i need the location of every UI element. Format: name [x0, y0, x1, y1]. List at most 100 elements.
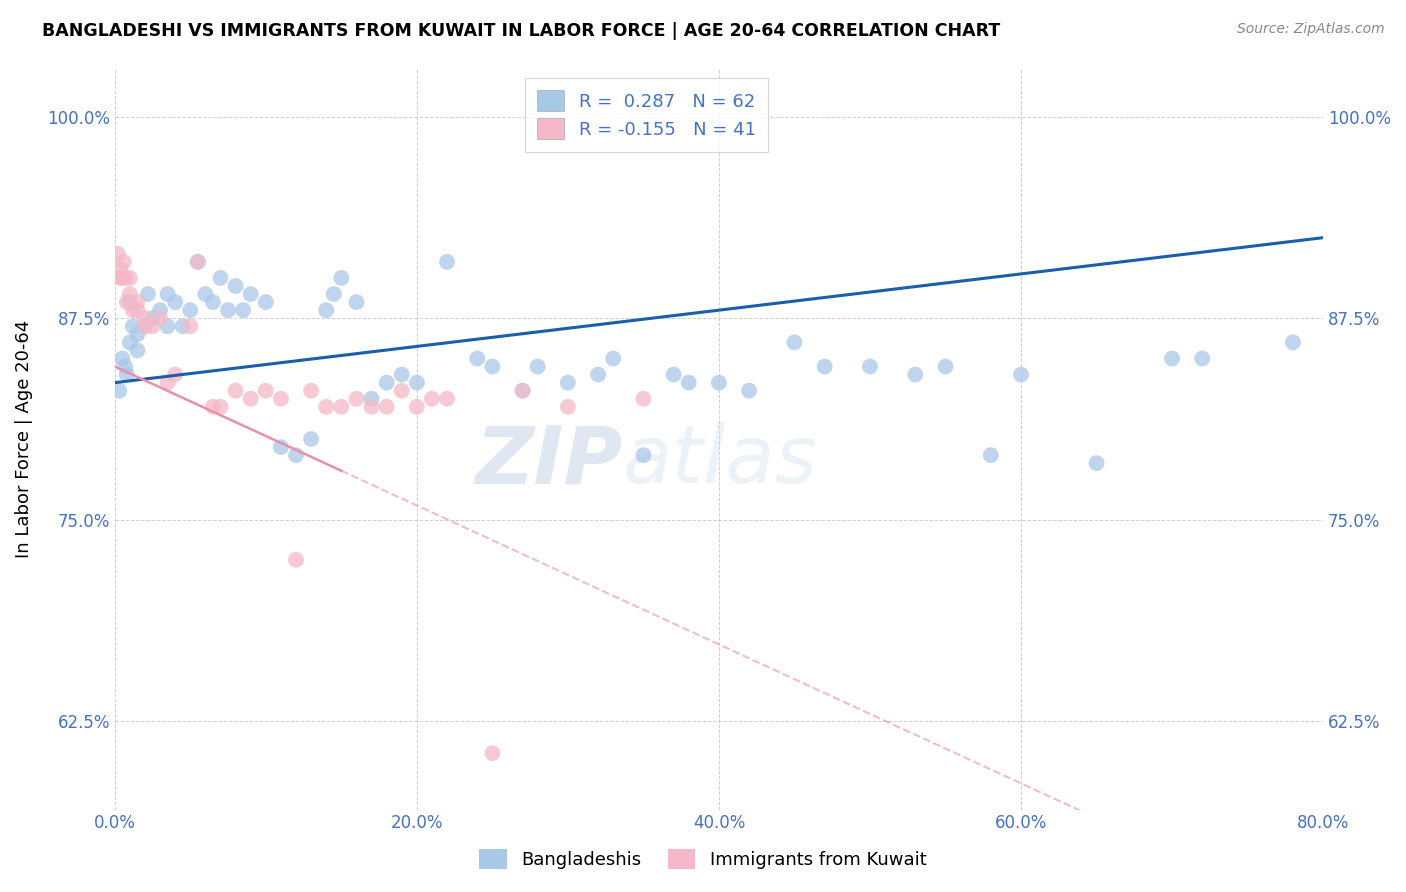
Point [209, 400, 232, 414]
Point [225, 384, 247, 398]
Point [239, 392, 262, 406]
Point [254, 295, 277, 310]
Point [285, 553, 308, 567]
Point [127, 343, 149, 358]
Point [375, 376, 398, 390]
Point [112, 255, 135, 269]
Point [141, 311, 163, 326]
Point [136, 287, 159, 301]
Point [375, 400, 398, 414]
Y-axis label: In Labor Force | Age 20-64: In Labor Force | Age 20-64 [15, 320, 32, 558]
Point [512, 384, 534, 398]
Point [270, 440, 292, 454]
Point [149, 311, 172, 326]
Text: atlas: atlas [623, 422, 817, 500]
Point [118, 335, 141, 350]
Point [134, 319, 156, 334]
Text: BANGLADESHI VS IMMIGRANTS FROM KUWAIT IN LABOR FORCE | AGE 20-64 CORRELATION CHA: BANGLADESHI VS IMMIGRANTS FROM KUWAIT IN… [42, 22, 1001, 40]
Point [678, 376, 700, 390]
Point [1161, 351, 1184, 366]
Point [179, 303, 201, 318]
Point [330, 271, 353, 285]
Point [391, 384, 413, 398]
Point [127, 327, 149, 342]
Point [405, 400, 427, 414]
Point [602, 351, 624, 366]
Point [201, 295, 224, 310]
Point [194, 287, 217, 301]
Point [1085, 456, 1108, 470]
Point [134, 311, 156, 326]
Point [115, 368, 138, 382]
Point [165, 295, 187, 310]
Point [346, 392, 368, 406]
Point [738, 384, 761, 398]
Point [111, 271, 134, 285]
Point [783, 335, 806, 350]
Point [1010, 368, 1032, 382]
Point [127, 303, 149, 318]
Point [481, 359, 503, 374]
Point [391, 368, 413, 382]
Point [436, 392, 458, 406]
Point [859, 359, 882, 374]
Point [134, 319, 156, 334]
Point [225, 279, 247, 293]
Point [512, 384, 534, 398]
Point [108, 271, 131, 285]
Point [187, 255, 209, 269]
Point [707, 376, 730, 390]
Point [110, 263, 132, 277]
Point [232, 303, 254, 318]
Text: ZIP: ZIP [475, 422, 623, 500]
Point [201, 400, 224, 414]
Point [904, 368, 927, 382]
Point [270, 392, 292, 406]
Point [481, 746, 503, 760]
Point [118, 295, 141, 310]
Point [633, 392, 655, 406]
Point [239, 287, 262, 301]
Point [662, 368, 685, 382]
Point [405, 376, 427, 390]
Point [322, 287, 344, 301]
Point [360, 400, 382, 414]
Point [934, 359, 956, 374]
Point [980, 448, 1002, 462]
Point [156, 287, 179, 301]
Point [118, 287, 141, 301]
Point [285, 448, 308, 462]
Point [122, 303, 145, 318]
Point [115, 295, 138, 310]
Point [299, 432, 322, 446]
Point [217, 303, 239, 318]
Point [254, 384, 277, 398]
Point [557, 376, 579, 390]
Legend: R =  0.287   N = 62, R = -0.155   N = 41: R = 0.287 N = 62, R = -0.155 N = 41 [524, 78, 768, 152]
Point [149, 303, 172, 318]
Point [108, 384, 131, 398]
Point [165, 368, 187, 382]
Text: Source: ZipAtlas.com: Source: ZipAtlas.com [1237, 22, 1385, 37]
Point [127, 295, 149, 310]
Point [315, 303, 337, 318]
Point [179, 319, 201, 334]
Point [107, 247, 129, 261]
Point [299, 384, 322, 398]
Point [436, 255, 458, 269]
Point [557, 400, 579, 414]
Point [633, 448, 655, 462]
Point [156, 376, 179, 390]
Point [1282, 335, 1305, 350]
Point [330, 400, 353, 414]
Point [465, 351, 488, 366]
Point [526, 359, 548, 374]
Point [122, 319, 145, 334]
Point [586, 368, 609, 382]
Point [111, 351, 134, 366]
Point [141, 319, 163, 334]
Point [1191, 351, 1213, 366]
Point [814, 359, 837, 374]
Point [360, 392, 382, 406]
Point [114, 271, 136, 285]
